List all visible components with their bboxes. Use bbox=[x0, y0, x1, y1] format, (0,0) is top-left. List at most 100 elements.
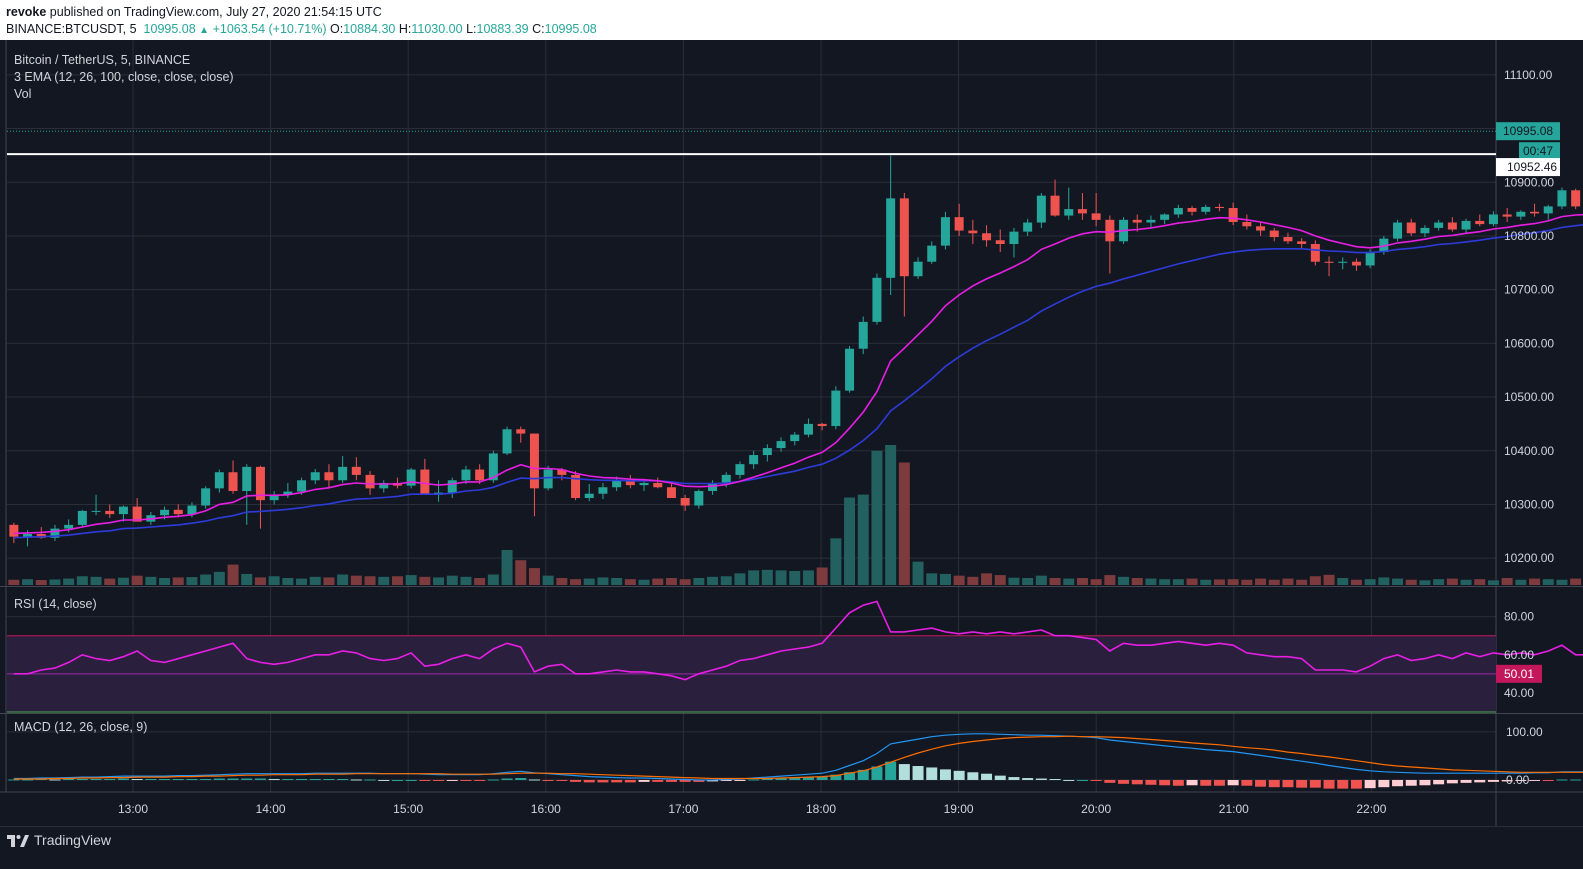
legend-ema[interactable]: 3 EMA (12, 26, 100, close, close, close) bbox=[14, 70, 234, 84]
volume-bar bbox=[611, 578, 623, 585]
candle-body bbox=[1447, 222, 1457, 230]
macd-hist-bar bbox=[994, 775, 1006, 780]
ohlc-line: BINANCE:BTCUSDT, 5 10995.08 ▲ +1063.54 (… bbox=[6, 22, 597, 36]
legend-macd[interactable]: MACD (12, 26, close, 9) bbox=[14, 720, 148, 734]
candle bbox=[571, 471, 581, 501]
macd-hist-bar bbox=[1104, 779, 1116, 783]
macd-hist-bar bbox=[1022, 778, 1034, 780]
candle-body bbox=[1091, 213, 1101, 220]
candle bbox=[1338, 257, 1348, 270]
candle bbox=[735, 461, 745, 479]
macd-hist-bar bbox=[501, 778, 513, 780]
volume-bar bbox=[570, 579, 582, 585]
volume-bar bbox=[652, 578, 664, 585]
candle bbox=[666, 482, 676, 499]
volume-bar bbox=[885, 445, 897, 585]
candle bbox=[1256, 221, 1266, 236]
macd-hist-bar bbox=[693, 779, 705, 782]
candle-body bbox=[653, 482, 663, 488]
legend-rsi[interactable]: RSI (14, close) bbox=[14, 597, 97, 611]
volume-bar bbox=[8, 579, 20, 585]
candle-body bbox=[1160, 214, 1170, 220]
volume-bar bbox=[1131, 578, 1143, 585]
candle-body bbox=[694, 491, 704, 506]
candle bbox=[1064, 187, 1074, 220]
candle bbox=[968, 219, 978, 245]
legend-title[interactable]: Bitcoin / TetherUS, 5, BINANCE bbox=[14, 53, 191, 67]
candle bbox=[776, 437, 786, 452]
last-price-badge-text: 10995.08 bbox=[1503, 124, 1553, 138]
candle bbox=[242, 464, 252, 525]
macd-hist-bar bbox=[1076, 779, 1088, 781]
author-name[interactable]: revoke bbox=[6, 5, 47, 19]
candle bbox=[214, 469, 224, 493]
volume-bar bbox=[474, 578, 486, 585]
candle bbox=[1201, 204, 1211, 215]
countdown-badge-text: 00:47 bbox=[1523, 144, 1553, 158]
legend-vol[interactable]: Vol bbox=[14, 87, 32, 101]
candle bbox=[1228, 202, 1238, 226]
candle-body bbox=[1557, 190, 1567, 207]
volume-bar bbox=[1433, 579, 1445, 585]
candle bbox=[461, 465, 471, 485]
volume-bar bbox=[693, 578, 705, 585]
volume-bar bbox=[720, 576, 732, 585]
macd-hist-bar bbox=[583, 779, 595, 783]
rsi-tick-label: 60.00 bbox=[1504, 648, 1534, 662]
volume-bar bbox=[159, 578, 171, 585]
candle bbox=[694, 489, 704, 509]
candle-body bbox=[1488, 214, 1498, 225]
candle bbox=[1283, 232, 1293, 245]
last-price: 10995.08 bbox=[143, 22, 196, 36]
time-tick-label: 14:00 bbox=[256, 802, 286, 816]
rsi-tick-label: 40.00 bbox=[1504, 686, 1534, 700]
candle-body bbox=[1201, 206, 1211, 212]
macd-tick-label: 100.00 bbox=[1506, 725, 1543, 739]
volume-bar bbox=[1255, 578, 1267, 585]
macd-hist-bar bbox=[953, 770, 965, 780]
volume-bar bbox=[433, 577, 445, 585]
price-tick-label: 10700.00 bbox=[1504, 283, 1554, 297]
macd-hist-bar bbox=[912, 766, 924, 780]
volume-bar bbox=[1405, 579, 1417, 585]
candle-body bbox=[1256, 226, 1266, 231]
volume-bar bbox=[309, 576, 321, 585]
candle bbox=[940, 211, 950, 250]
macd-hist-bar bbox=[1515, 779, 1527, 781]
candle bbox=[913, 257, 923, 279]
candle-body bbox=[214, 472, 224, 489]
volume-bar bbox=[22, 579, 34, 585]
candle bbox=[1447, 217, 1457, 232]
candle-body bbox=[1269, 230, 1279, 238]
low-value: 10883.39 bbox=[476, 22, 529, 36]
rsi-tick-label: 80.00 bbox=[1504, 610, 1534, 624]
macd-hist-bar bbox=[775, 778, 787, 780]
candle bbox=[1009, 227, 1019, 258]
change-text: +1063.54 (+10.71%) bbox=[212, 22, 327, 36]
candle-body bbox=[529, 433, 539, 489]
candle-body bbox=[790, 434, 800, 442]
volume-bar bbox=[1227, 579, 1239, 585]
macd-hist-bar bbox=[254, 778, 266, 780]
volume-bar bbox=[501, 550, 513, 585]
candle-body bbox=[297, 480, 307, 492]
candle-body bbox=[598, 487, 608, 494]
candle-body bbox=[1242, 221, 1252, 227]
candle-body bbox=[1516, 211, 1526, 217]
macd-hist-bar bbox=[1035, 778, 1047, 780]
macd-tick-label: 0.00 bbox=[1506, 773, 1530, 787]
volume-bar bbox=[761, 569, 773, 585]
candle bbox=[1516, 210, 1526, 220]
candle-body bbox=[639, 482, 649, 486]
price-tick-label: 11100.00 bbox=[1504, 68, 1553, 82]
candle bbox=[1475, 214, 1485, 227]
chart-canvas[interactable]: 10200.00 10300.00 10400.00 10500.00 10600.00… bbox=[0, 40, 1583, 826]
candle bbox=[995, 229, 1005, 253]
candle-body bbox=[1050, 195, 1060, 216]
tradingview-logo[interactable]: TradingView bbox=[6, 831, 111, 849]
candle bbox=[1214, 203, 1224, 212]
candle-body bbox=[1036, 195, 1046, 223]
macd-hist-bar bbox=[1350, 779, 1362, 789]
volume-bar bbox=[213, 571, 225, 585]
candle bbox=[1187, 205, 1197, 216]
